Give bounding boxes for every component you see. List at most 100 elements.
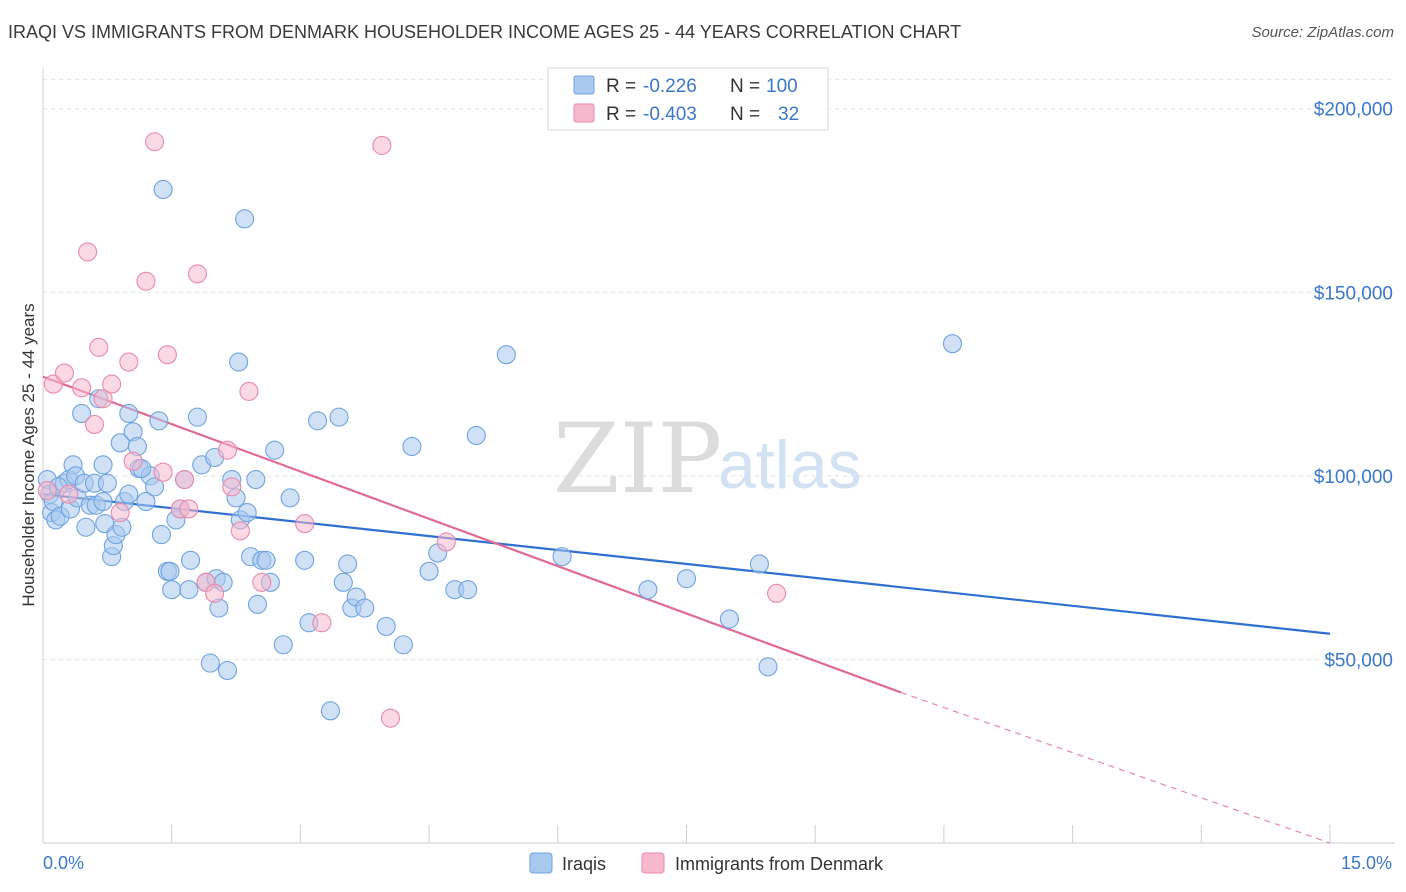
point-s0-82	[402, 436, 422, 457]
point-s0-14	[76, 517, 96, 537]
point-s0-12	[72, 403, 92, 423]
point-s0-39	[160, 561, 180, 581]
point-s0-40	[162, 580, 182, 600]
point-s0-60	[237, 503, 257, 523]
point-s0-80	[376, 616, 396, 636]
point-s0-32	[136, 492, 156, 512]
bottom-legend: Iraqis Immigrants from Denmark	[529, 852, 884, 874]
legend-swatch-iraqis	[573, 75, 595, 95]
point-s0-76	[338, 554, 358, 574]
legend-swatch-denmark	[573, 103, 595, 123]
legend-r-label-2: R =	[606, 104, 636, 125]
legend-r-label-1: R =	[606, 76, 636, 97]
source-credit: Source: ZipAtlas.com	[1251, 24, 1394, 41]
point-s0-94	[758, 657, 778, 677]
point-s0-75	[333, 572, 353, 592]
point-s0-49	[200, 653, 220, 673]
legend-r-value-1: -0.226	[643, 76, 697, 97]
bottom-legend-swatch-iraqis	[529, 852, 553, 874]
point-s1-10	[110, 503, 130, 523]
point-s0-35	[149, 411, 169, 431]
gridlines	[43, 78, 1395, 660]
data-points	[37, 132, 963, 728]
x-tick-labels: 0.0% 15.0%	[43, 853, 1392, 873]
point-s1-15	[153, 462, 173, 482]
point-s1-30	[372, 135, 392, 155]
point-s1-11	[119, 352, 139, 372]
legend-n-label-2: N =	[730, 104, 760, 125]
point-s1-16	[157, 345, 177, 365]
point-s0-88	[496, 345, 516, 365]
point-s0-57	[229, 352, 249, 372]
point-s0-72	[308, 411, 328, 431]
watermark: ZIP atlas	[553, 403, 862, 515]
trendline-1	[42, 375, 902, 694]
point-s1-3	[59, 484, 79, 504]
point-s0-99	[93, 492, 113, 512]
point-s1-5	[78, 242, 98, 262]
legend-n-value-2: 32	[778, 104, 799, 125]
point-s0-92	[719, 609, 739, 629]
point-s1-13	[136, 271, 156, 291]
point-s1-25	[230, 521, 250, 541]
point-s1-26	[239, 381, 259, 401]
legend-r-value-2: -0.403	[643, 104, 697, 125]
y-tick-label-2: $150,000	[1314, 283, 1393, 304]
y-tick-labels: $50,000 $100,000 $150,000 $200,000	[1314, 100, 1393, 672]
point-s0-93	[749, 554, 769, 574]
point-s1-14	[144, 132, 165, 152]
point-s1-4	[72, 378, 92, 398]
point-s1-33	[767, 583, 787, 603]
point-s0-65	[256, 550, 276, 570]
point-s1-22	[205, 583, 225, 603]
point-s1-28	[295, 514, 315, 534]
point-s0-95	[942, 334, 963, 354]
trendline-dashed-1	[900, 691, 1331, 844]
point-s0-63	[247, 594, 268, 614]
point-s0-44	[179, 580, 199, 600]
point-s1-9	[102, 374, 122, 394]
point-s1-32	[436, 532, 456, 552]
point-s0-83	[419, 561, 439, 581]
watermark-zip: ZIP	[553, 403, 722, 515]
point-s0-74	[329, 407, 349, 427]
point-s1-12	[123, 451, 143, 471]
point-s0-36	[151, 525, 171, 545]
point-s0-62	[246, 469, 266, 490]
point-s0-87	[466, 425, 486, 446]
point-s0-68	[273, 635, 293, 655]
point-s1-6	[84, 414, 105, 435]
point-s0-90	[638, 580, 658, 600]
point-s0-89	[552, 547, 572, 567]
point-s1-23	[217, 440, 238, 460]
point-s1-7	[89, 337, 109, 357]
point-s0-59	[235, 209, 255, 229]
point-s0-69	[280, 488, 300, 508]
point-s0-54	[217, 660, 238, 680]
y-tick-label-3: $200,000	[1314, 100, 1393, 121]
point-s1-8	[93, 389, 113, 409]
point-s0-46	[187, 407, 207, 427]
bottom-legend-label-denmark: Immigrants from Denmark	[675, 854, 884, 874]
y-tick-label-0: $50,000	[1324, 650, 1393, 671]
point-s1-2	[54, 363, 74, 383]
point-s0-70	[295, 550, 315, 570]
point-s0-79	[355, 598, 375, 618]
point-s0-67	[265, 440, 285, 460]
bottom-legend-label-iraqis: Iraqis	[562, 854, 606, 874]
point-s1-19	[179, 499, 199, 519]
point-s1-0	[37, 480, 57, 501]
y-tick-label-1: $100,000	[1314, 467, 1393, 488]
watermark-atlas: atlas	[718, 427, 862, 503]
point-s0-21	[97, 473, 117, 493]
legend-n-value-1: 100	[766, 76, 798, 97]
point-s1-31	[380, 708, 401, 728]
trendlines	[42, 375, 1331, 844]
point-s0-86	[458, 580, 478, 600]
point-s0-81	[393, 635, 413, 655]
bottom-legend-swatch-denmark	[641, 852, 665, 874]
legend-n-label-1: N =	[730, 76, 760, 97]
x-tick-label-min: 0.0%	[43, 853, 84, 873]
point-s0-45	[181, 550, 201, 570]
